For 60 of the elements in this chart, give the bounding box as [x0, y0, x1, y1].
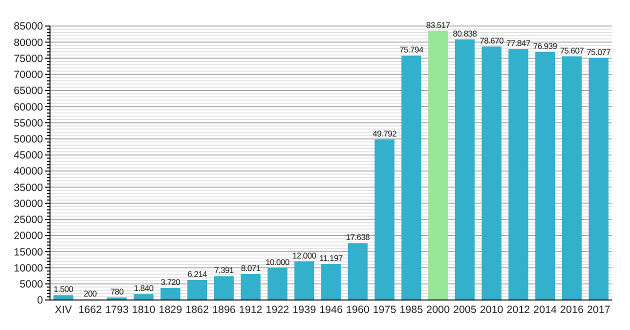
- data-label: 80.838: [452, 28, 478, 38]
- x-tick-label: 2000: [426, 304, 450, 316]
- x-tick-label: 2010: [480, 304, 504, 316]
- x-tick-label: 1960: [346, 304, 370, 316]
- y-tick-label: 45000: [14, 150, 44, 162]
- data-label: 76.939: [533, 40, 558, 51]
- data-label: 1.840: [134, 283, 154, 294]
- x-tick-label: 2017: [586, 304, 610, 316]
- data-label: 200: [84, 288, 98, 298]
- y-tick-label: 20000: [14, 230, 44, 242]
- x-tick-label: 1896: [212, 304, 236, 316]
- y-tick-label: 0: [37, 294, 44, 307]
- x-tick-label: 1862: [186, 304, 210, 316]
- x-tick-label: 1975: [372, 304, 396, 316]
- y-tick-label: 5000: [20, 278, 44, 291]
- data-label: 6.214: [187, 268, 208, 279]
- data-label: 75.607: [560, 45, 584, 56]
- x-tick-label: 1810: [132, 304, 156, 316]
- data-label: 75.077: [586, 46, 612, 57]
- data-label: 83.517: [426, 20, 451, 30]
- x-tick-label: 1662: [78, 304, 102, 316]
- data-label: 1.500: [54, 284, 74, 294]
- data-label: 49.792: [372, 128, 398, 138]
- x-tick-label: 1985: [400, 304, 424, 316]
- x-tick-label: 1793: [105, 304, 129, 316]
- y-tick-label: 40000: [14, 166, 44, 178]
- x-tick-label: 1829: [158, 304, 182, 316]
- y-tick-label: 50000: [14, 134, 44, 146]
- y-tick-label: 70000: [14, 69, 44, 82]
- data-label: 11.197: [319, 252, 344, 263]
- y-tick-label: 80000: [14, 36, 44, 49]
- y-tick-label: 25000: [14, 214, 44, 226]
- data-label: 7.391: [214, 265, 234, 276]
- data-label: 780: [110, 286, 124, 296]
- y-tick-label: 10000: [14, 262, 44, 274]
- data-label: 8.071: [240, 262, 262, 273]
- x-tick-label: 2012: [506, 304, 530, 316]
- y-tick-label: 65000: [14, 85, 44, 98]
- x-tick-label: 2014: [533, 304, 557, 316]
- data-label: 12.000: [292, 250, 317, 260]
- y-tick-label: 60000: [14, 101, 44, 114]
- y-tick-label: 15000: [14, 246, 44, 258]
- data-label: 77.847: [506, 38, 531, 48]
- data-label: 3.720: [160, 277, 181, 288]
- y-tick-label: 75000: [14, 52, 44, 65]
- x-tick-label: 1912: [239, 304, 263, 316]
- y-tick-label: 55000: [14, 117, 44, 130]
- x-tick-label: 2016: [560, 304, 584, 316]
- x-tick-label: 1922: [266, 304, 290, 316]
- data-label: 10.000: [266, 256, 290, 267]
- x-tick-label: 1946: [319, 304, 343, 316]
- y-tick-label: 35000: [14, 182, 44, 194]
- x-tick-label: XIV: [54, 304, 72, 316]
- y-tick-label: 85000: [14, 20, 44, 33]
- x-tick-label: 1939: [292, 304, 316, 316]
- x-tick-label: 2005: [453, 304, 477, 316]
- y-tick-label: 30000: [14, 198, 44, 210]
- data-label: 78.670: [480, 35, 504, 46]
- data-label: 17.638: [346, 232, 370, 242]
- data-label: 75.794: [399, 44, 424, 55]
